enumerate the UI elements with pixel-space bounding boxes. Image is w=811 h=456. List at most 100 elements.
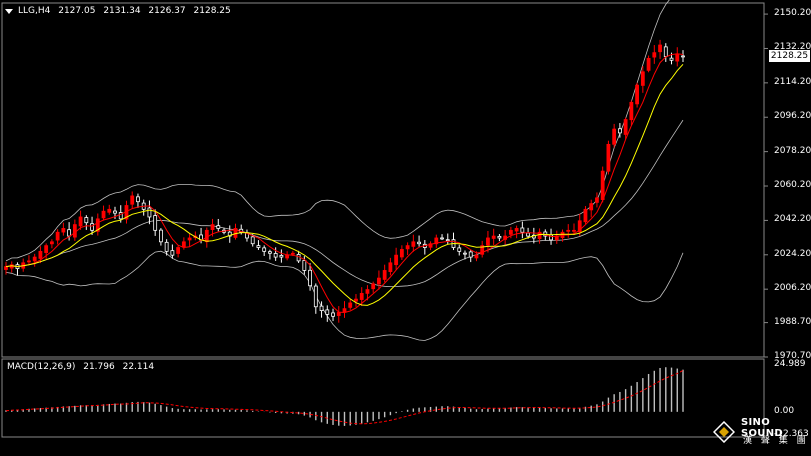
moving-averages bbox=[5, 53, 684, 314]
macd-main-value: 21.796 bbox=[83, 362, 115, 372]
bollinger-upper bbox=[5, 0, 670, 262]
candle-body bbox=[170, 250, 175, 256]
candle-body bbox=[405, 245, 410, 250]
candle-body bbox=[440, 237, 444, 240]
macd-signal-line bbox=[5, 369, 684, 425]
candle-body bbox=[612, 128, 617, 145]
bollinger-middle bbox=[5, 119, 684, 288]
candles bbox=[4, 39, 685, 323]
candle-body bbox=[285, 254, 290, 259]
candle-body bbox=[331, 312, 335, 317]
candle-body bbox=[617, 128, 622, 134]
candle-body bbox=[445, 239, 450, 242]
candle-body bbox=[107, 208, 112, 213]
candle-body bbox=[101, 210, 106, 219]
candle-body bbox=[399, 249, 404, 258]
candle-body bbox=[49, 241, 54, 245]
chart-menu-arrow-icon[interactable] bbox=[5, 9, 13, 14]
candle-body bbox=[480, 245, 485, 255]
logo-name: SINO SOUND bbox=[741, 417, 783, 439]
candle-body bbox=[176, 247, 181, 254]
high-value: 2131.34 bbox=[103, 6, 141, 16]
macd-tick-label: -12.363 bbox=[774, 429, 809, 439]
candle-body bbox=[646, 58, 651, 71]
candle-body bbox=[308, 269, 312, 287]
price-tick-label: 2096.20 bbox=[774, 111, 811, 122]
candle-body bbox=[640, 71, 645, 86]
main-pane-border bbox=[1, 2, 765, 358]
candle-body bbox=[468, 251, 473, 258]
candle-body bbox=[336, 312, 341, 316]
candle-body bbox=[78, 216, 83, 227]
candle-body bbox=[652, 52, 657, 58]
candle-body bbox=[273, 253, 278, 258]
candle-body bbox=[663, 46, 668, 57]
candle-body bbox=[411, 241, 416, 247]
candle-body bbox=[377, 277, 381, 285]
candle-body bbox=[325, 309, 330, 315]
candle-body bbox=[658, 44, 662, 53]
candle-body bbox=[577, 220, 582, 233]
candle-body bbox=[38, 250, 43, 259]
candle-body bbox=[72, 224, 77, 238]
candle-body bbox=[90, 223, 94, 231]
candle-body bbox=[164, 241, 169, 252]
candle-body bbox=[635, 84, 640, 105]
candle-body bbox=[279, 255, 284, 258]
candle-body bbox=[606, 143, 611, 172]
candle-body bbox=[388, 262, 393, 273]
bollinger-lower bbox=[5, 250, 684, 341]
close-value: 2128.25 bbox=[193, 6, 231, 16]
chart-header: LLG,H4 2127.05 2131.34 2126.37 2128.25 bbox=[18, 6, 236, 16]
price-tick-label: 1988.70 bbox=[774, 316, 811, 327]
candle-body bbox=[675, 54, 680, 62]
price-tick-label: 2132.20 bbox=[774, 42, 811, 53]
price-tick-label: 2042.20 bbox=[774, 214, 811, 225]
candle-body bbox=[526, 232, 530, 237]
candle-body bbox=[537, 231, 542, 240]
price-tick-label: 2078.20 bbox=[774, 145, 811, 156]
candle-body bbox=[365, 289, 370, 294]
candle-body bbox=[4, 266, 8, 270]
candle-body bbox=[187, 237, 192, 241]
candle-body bbox=[681, 55, 685, 58]
sino-sound-logo: SINO SOUND 漢 聲 集 團 bbox=[713, 413, 811, 456]
candle-body bbox=[216, 225, 221, 229]
candle-body bbox=[497, 236, 502, 239]
candle-body bbox=[159, 229, 163, 243]
candle-body bbox=[136, 196, 140, 203]
macd-pane-border bbox=[1, 358, 765, 438]
low-value: 2126.37 bbox=[148, 6, 186, 16]
candle-body bbox=[181, 241, 186, 248]
candle-body bbox=[394, 254, 399, 266]
candle-body bbox=[313, 285, 318, 308]
symbol-label: LLG,H4 bbox=[18, 6, 51, 16]
candle-body bbox=[623, 119, 628, 135]
candle-body bbox=[210, 224, 215, 230]
candle-body bbox=[130, 195, 135, 205]
candle-body bbox=[44, 245, 49, 253]
candle-body bbox=[354, 298, 358, 302]
candle-body bbox=[566, 229, 571, 232]
candle-body bbox=[474, 254, 479, 259]
candle-body bbox=[262, 247, 267, 252]
candle-body bbox=[84, 217, 89, 224]
macd-header: MACD(12,26,9) 21.796 22.114 bbox=[7, 362, 159, 372]
candle-body bbox=[250, 236, 255, 245]
candle-body bbox=[27, 260, 31, 263]
candle-body bbox=[256, 245, 261, 248]
candle-body bbox=[302, 260, 307, 271]
bollinger-bands bbox=[5, 0, 684, 341]
price-tick-label: 2024.20 bbox=[774, 248, 811, 259]
candle-body bbox=[457, 247, 462, 252]
macd-tick-label: 0.00 bbox=[774, 405, 795, 416]
ma-fast-line bbox=[5, 53, 684, 314]
candle-body bbox=[520, 227, 525, 233]
candle-body bbox=[268, 251, 272, 254]
candle-body bbox=[508, 229, 513, 235]
macd-signal-value: 22.114 bbox=[122, 362, 155, 372]
price-tick-label: 1970.70 bbox=[774, 351, 811, 361]
candle-body bbox=[589, 203, 594, 211]
macd-histogram bbox=[5, 367, 684, 426]
